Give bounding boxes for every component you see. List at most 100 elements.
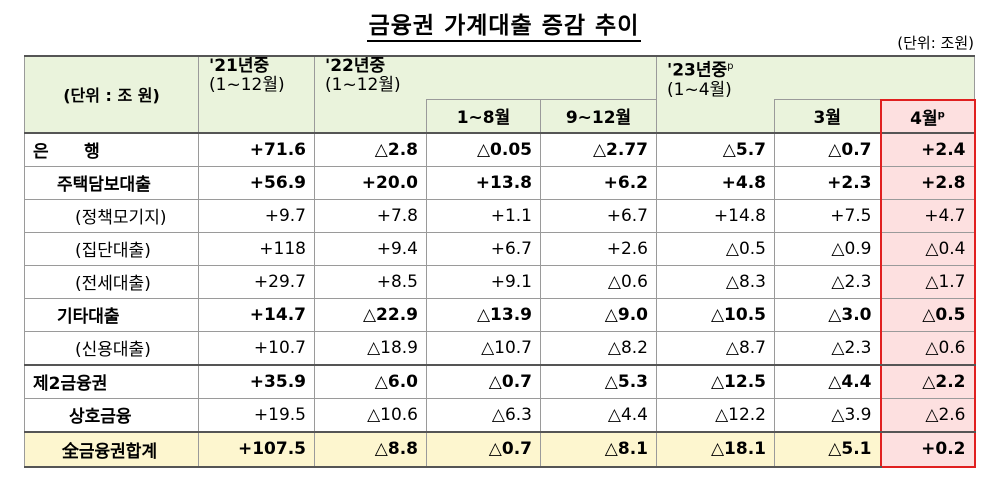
cell: △0.6 — [879, 330, 976, 366]
table-row: (신용대출) +10.7 △18.9 △10.7 △8.2 △8.7 △2.3 … — [24, 330, 976, 366]
table-row: 제2금융권 +35.9 △6.0 △0.7 △5.3 △12.5 △4.4 △2… — [24, 364, 976, 399]
cell: △2.77 — [540, 131, 657, 167]
header-2023-blank — [656, 99, 775, 134]
cell: △3.9 — [774, 397, 881, 433]
cell: +0.2 — [879, 431, 976, 468]
table-row: 상호금융 +19.5 △10.6 △6.3 △4.4 △12.2 △3.9 △2… — [24, 397, 976, 433]
header-2022-span — [426, 55, 657, 101]
cell: △10.7 — [426, 330, 541, 366]
header-2022-sep-dec: 9~12월 — [540, 99, 657, 134]
cell: △6.0 — [314, 364, 427, 399]
cell: △0.9 — [774, 231, 881, 266]
corner-header: (단위 : 조 원) — [24, 55, 199, 134]
cell: +13.8 — [426, 165, 541, 200]
row-label: 주택담보대출 — [24, 165, 199, 200]
cell: +10.7 — [198, 330, 315, 366]
cell: △4.4 — [774, 364, 881, 399]
cell: △2.2 — [879, 364, 976, 399]
cell: △10.6 — [314, 397, 427, 433]
cell: △18.1 — [656, 431, 775, 468]
header-2022-jan-aug: 1~8월 — [426, 99, 541, 134]
header-2022-blank — [314, 99, 427, 134]
cell: △0.4 — [879, 231, 976, 266]
cell: +20.0 — [314, 165, 427, 200]
cell: +118 — [198, 231, 315, 266]
table-row: (전세대출) +29.7 +8.5 +9.1 △0.6 △8.3 △2.3 △1… — [24, 264, 976, 299]
cell: △12.2 — [656, 397, 775, 433]
cell: △0.05 — [426, 131, 541, 167]
cell: +6.2 — [540, 165, 657, 200]
cell: △0.6 — [540, 264, 657, 299]
cell: +7.5 — [774, 198, 881, 233]
cell: △5.7 — [656, 131, 775, 167]
cell: △3.0 — [774, 297, 881, 332]
total-row: 全금융권합계 +107.5 △8.8 △0.7 △8.1 △18.1 △5.1 … — [24, 431, 976, 468]
cell: △0.7 — [426, 364, 541, 399]
row-label: 全금융권합계 — [24, 431, 199, 468]
cell: +107.5 — [198, 431, 315, 468]
cell: △2.8 — [314, 131, 427, 167]
cell: △0.7 — [774, 131, 881, 167]
cell: +6.7 — [540, 198, 657, 233]
header-2021: '21년중 (1~12월) — [198, 55, 315, 134]
cell: +9.4 — [314, 231, 427, 266]
cell: +19.5 — [198, 397, 315, 433]
cell: △8.1 — [540, 431, 657, 468]
cell: +29.7 — [198, 264, 315, 299]
cell: +1.1 — [426, 198, 541, 233]
cell: +4.8 — [656, 165, 775, 200]
cell: +2.8 — [879, 165, 976, 200]
cell: △8.2 — [540, 330, 657, 366]
cell: +14.8 — [656, 198, 775, 233]
header-2023-span — [774, 55, 975, 101]
cell: +6.7 — [426, 231, 541, 266]
row-label: 제2금융권 — [24, 364, 199, 399]
cell: △6.3 — [426, 397, 541, 433]
row-label: (신용대출) — [24, 330, 199, 366]
table-row: 은 행 +71.6 △2.8 △0.05 △2.77 △5.7 △0.7 +2.… — [24, 131, 976, 167]
cell: +7.8 — [314, 198, 427, 233]
cell: +71.6 — [198, 131, 315, 167]
header-2023: '23년중p (1~4월) — [656, 55, 775, 100]
header-march: 3월 — [774, 99, 881, 134]
cell: △12.5 — [656, 364, 775, 399]
cell: △13.9 — [426, 297, 541, 332]
table-row: (정책모기지) +9.7 +7.8 +1.1 +6.7 +14.8 +7.5 +… — [24, 198, 976, 233]
row-label: 상호금융 — [24, 397, 199, 433]
header-2022: '22년중 (1~12월) — [314, 55, 427, 100]
cell: △2.3 — [774, 330, 881, 366]
cell: △5.3 — [540, 364, 657, 399]
cell: +9.1 — [426, 264, 541, 299]
cell: +14.7 — [198, 297, 315, 332]
row-label: 기타대출 — [24, 297, 199, 332]
cell: △0.5 — [656, 231, 775, 266]
cell: △0.7 — [426, 431, 541, 468]
cell: △10.5 — [656, 297, 775, 332]
table-row: (집단대출) +118 +9.4 +6.7 +2.6 △0.5 △0.9 △0.… — [24, 231, 976, 266]
cell: △8.7 — [656, 330, 775, 366]
cell: +2.4 — [879, 131, 976, 167]
cell: +9.7 — [198, 198, 315, 233]
cell: △2.3 — [774, 264, 881, 299]
cell: △22.9 — [314, 297, 427, 332]
cell: △4.4 — [540, 397, 657, 433]
cell: △9.0 — [540, 297, 657, 332]
row-label: (정책모기지) — [24, 198, 199, 233]
page-title: 금융권 가계대출 증감 추이 — [0, 6, 1008, 42]
cell: △8.8 — [314, 431, 427, 468]
cell: +56.9 — [198, 165, 315, 200]
loan-change-table: (단위 : 조 원) '21년중 (1~12월) '22년중 (1~12월) '23… — [24, 55, 976, 468]
unit-note: (단위: 조원) — [897, 34, 974, 52]
table-row: 기타대출 +14.7 △22.9 △13.9 △9.0 △10.5 △3.0 △… — [24, 297, 976, 332]
header-april: 4월p — [879, 98, 976, 134]
cell: +35.9 — [198, 364, 315, 399]
cell: △2.6 — [879, 397, 976, 433]
cell: +8.5 — [314, 264, 427, 299]
cell: +2.6 — [540, 231, 657, 266]
row-label: (전세대출) — [24, 264, 199, 299]
cell: +2.3 — [774, 165, 881, 200]
cell: △8.3 — [656, 264, 775, 299]
table-row: 주택담보대출 +56.9 +20.0 +13.8 +6.2 +4.8 +2.3 … — [24, 165, 976, 200]
cell: △1.7 — [879, 264, 976, 299]
cell: +4.7 — [879, 198, 976, 233]
